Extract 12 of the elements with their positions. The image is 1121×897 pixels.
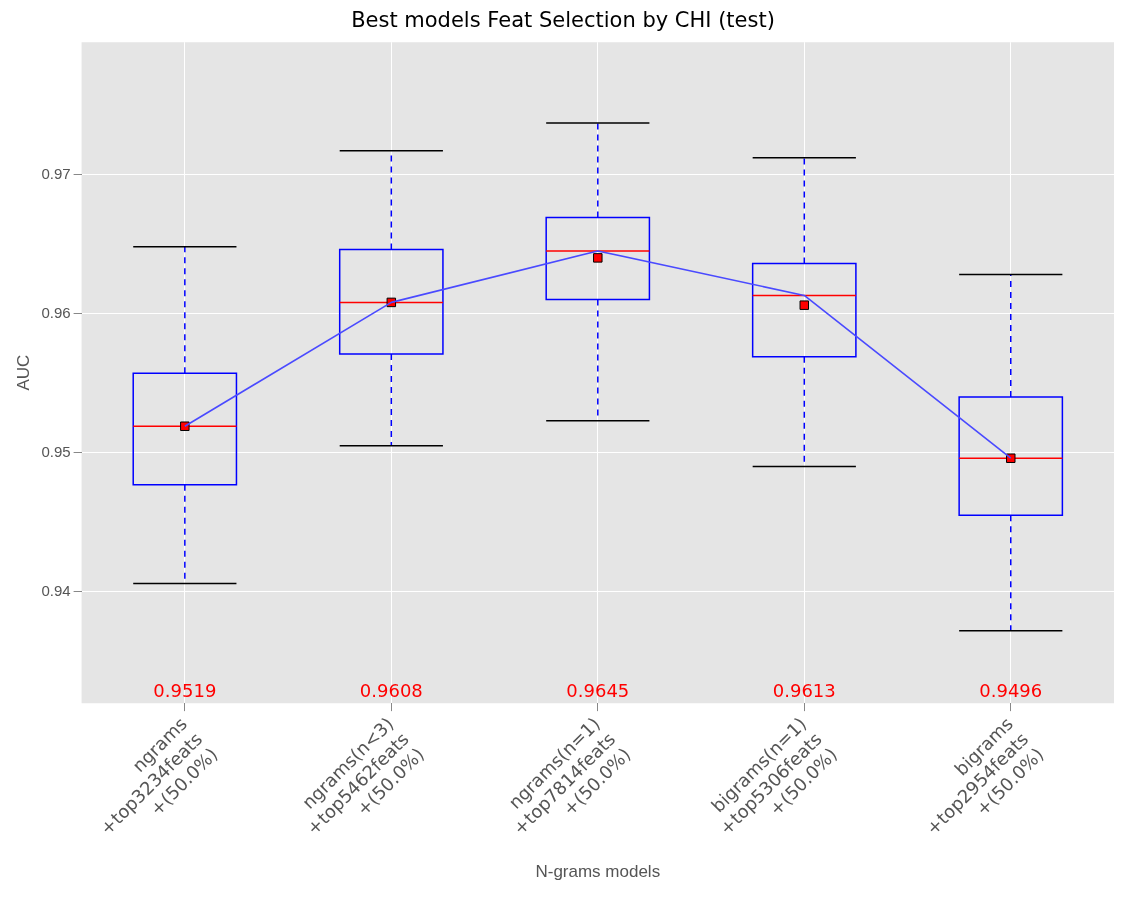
y-tick-label: 0.97 xyxy=(41,164,71,182)
chart-title: Best models Feat Selection by CHI (test) xyxy=(351,8,775,33)
y-axis-title: AUC xyxy=(13,354,33,391)
y-tick-label: 0.96 xyxy=(41,303,71,321)
y-tick-label: 0.94 xyxy=(41,581,71,599)
annotation: 0.9496 xyxy=(979,679,1043,701)
y-tick-label: 0.95 xyxy=(41,442,71,460)
annotation: 0.9608 xyxy=(359,679,423,701)
x-axis-title: N-grams models xyxy=(535,862,661,882)
annotation: 0.9519 xyxy=(153,679,217,701)
annotation: 0.9645 xyxy=(566,679,630,701)
annotation: 0.9613 xyxy=(772,679,836,701)
